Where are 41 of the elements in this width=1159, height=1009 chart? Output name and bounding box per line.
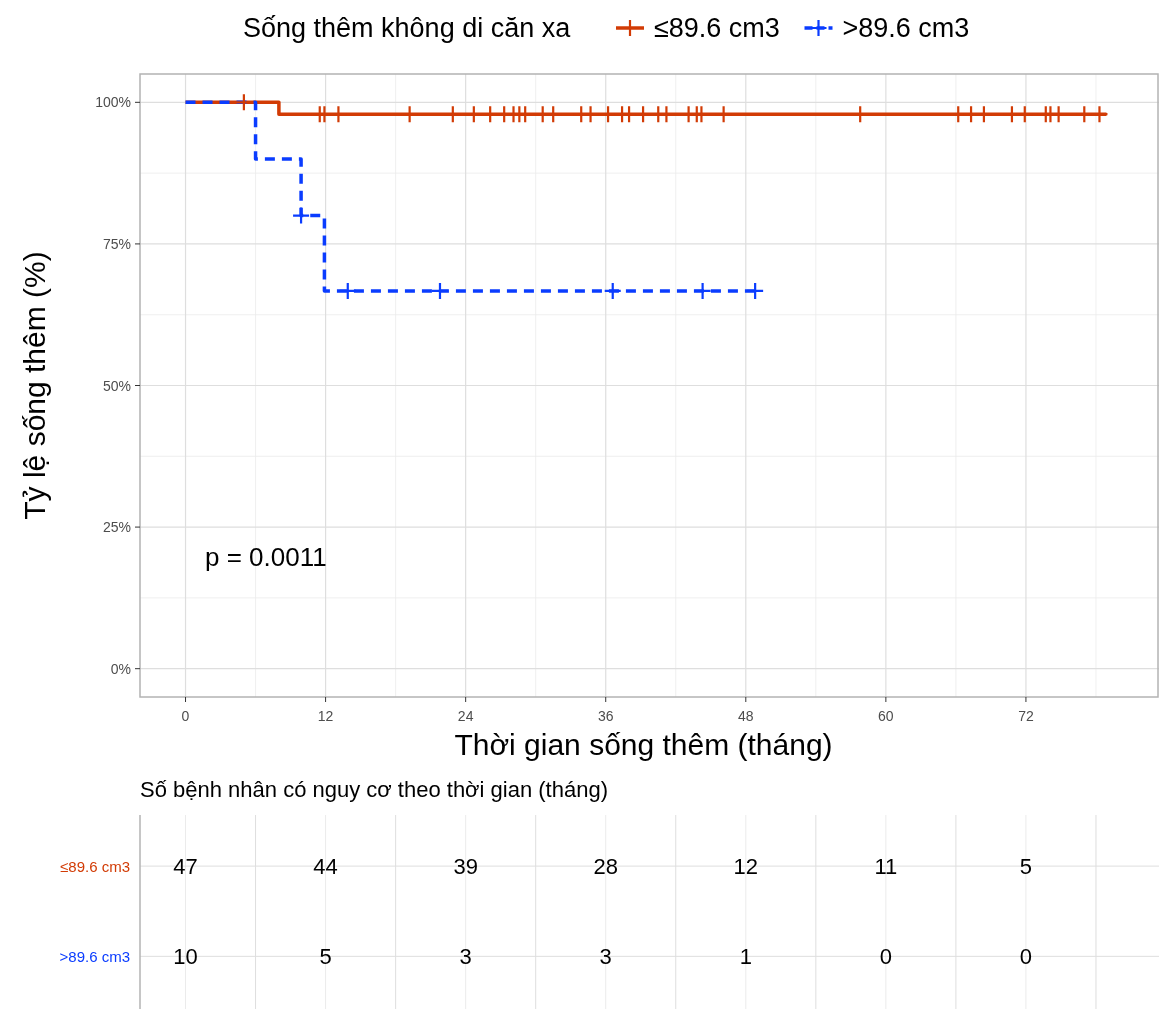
data-label: 0 [1019, 944, 1033, 970]
legend-title: Sống thêm không di căn xa [243, 13, 572, 43]
y-tick-label: 100% [95, 94, 131, 111]
y-axis-title: Tỷ lệ sống thêm (%) [18, 251, 51, 520]
legend-label: >89.6 cm3 [842, 13, 970, 43]
point [338, 281, 357, 301]
x-tick-label: 48 [738, 708, 754, 724]
point [291, 206, 311, 225]
data-label: 3 [599, 944, 612, 970]
x-tick-label: 36 [597, 708, 614, 724]
data-label: 28 [593, 854, 618, 880]
data-label: 39 [453, 854, 478, 880]
data-label: 1 [739, 944, 752, 970]
point [430, 281, 450, 301]
x-tick-label: 24 [457, 708, 474, 724]
data-label: 3 [459, 944, 472, 970]
x-tick-label: 0 [181, 708, 190, 724]
x-tick-label: 60 [878, 708, 894, 724]
data-label: 5 [319, 944, 332, 970]
annotation: p = 0.0011 [205, 542, 327, 572]
y-tick-label: 0% [110, 660, 131, 677]
data-label: 5 [1019, 854, 1033, 880]
data-label: 0 [879, 944, 892, 970]
point [693, 281, 712, 301]
x-tick-label: 72 [1018, 708, 1034, 724]
y-tick-label: 25% [102, 519, 131, 536]
y-tick-label: 75% [102, 235, 131, 252]
point [746, 281, 765, 301]
point [603, 281, 622, 301]
y-tick-label: ≤89.6 cm3 [60, 858, 130, 876]
data-label: 47 [173, 854, 198, 880]
legend-label: ≤89.6 cm3 [654, 13, 780, 43]
x-tick-label: 12 [317, 708, 334, 724]
data-label: 11 [874, 854, 898, 880]
data-label: 10 [173, 944, 198, 970]
chart-title: Số bệnh nhân có nguy cơ theo thời gian (tháng) [140, 777, 608, 802]
data-label: 44 [313, 854, 338, 880]
x-axis-title: Thời gian sống thêm (tháng) [454, 728, 833, 761]
y-tick-label: >89.6 cm3 [59, 948, 130, 966]
y-tick-label: 50% [102, 377, 131, 394]
data-label: 12 [733, 854, 759, 880]
